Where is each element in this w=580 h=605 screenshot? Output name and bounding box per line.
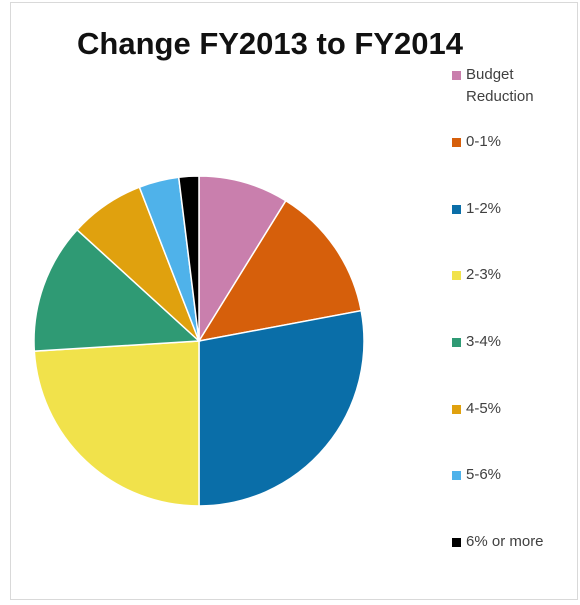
pie-slice-0 [198,175,287,344]
pie-slice-3 [33,340,200,507]
chart-title: Change FY2013 to FY2014 [77,26,463,61]
pie-slice-2 [198,309,365,507]
pie-slice-7 [177,175,200,342]
pie-slice-4 [33,228,201,352]
pie-slice-1 [197,199,363,343]
